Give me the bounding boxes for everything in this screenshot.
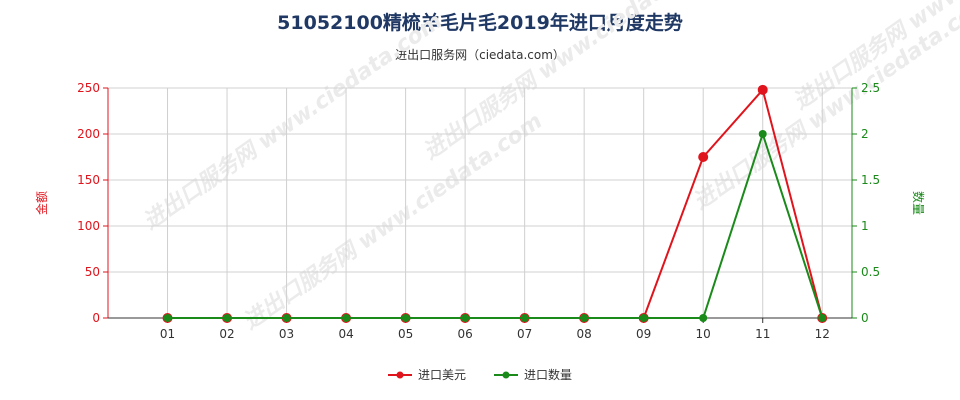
right-tick-label: 0 <box>861 311 869 325</box>
data-point-quantity <box>639 314 648 322</box>
right-tick-label: 1.5 <box>861 173 880 187</box>
chart-subtitle: 进出口服务网（ciedata.com） <box>395 48 565 62</box>
watermark-text: 进出口服务网 www.ciedata.com <box>789 0 960 115</box>
watermark-text: 进出口服务网 www.ciedata.com <box>239 109 547 335</box>
data-point-quantity <box>580 314 589 322</box>
x-tick-label: 07 <box>517 327 532 341</box>
legend-item-quantity[interactable]: 进口数量 <box>494 366 572 383</box>
x-tick-label: 05 <box>398 327 413 341</box>
left-tick-label: 50 <box>85 265 100 279</box>
x-tick-label: 06 <box>457 327 472 341</box>
data-point-quantity <box>520 314 529 322</box>
legend-label-quantity: 进口数量 <box>524 368 573 382</box>
series-line-quantity <box>167 130 824 319</box>
data-point-quantity <box>818 314 827 322</box>
series-layer <box>162 84 828 323</box>
data-point-quantity <box>758 130 767 138</box>
x-tick-label: 08 <box>577 327 592 341</box>
data-point-quantity <box>401 314 410 322</box>
x-tick-label: 09 <box>636 327 651 341</box>
data-point-amount <box>757 84 768 95</box>
right-tick-label: 2.5 <box>861 81 880 95</box>
data-point-quantity <box>282 314 291 322</box>
legend-label-amount: 进口美元 <box>417 368 466 382</box>
series-line-amount <box>167 87 824 319</box>
legend-item-amount[interactable]: 进口美元 <box>387 366 466 383</box>
left-tick-label: 150 <box>77 173 100 187</box>
left-tick-label: 100 <box>77 219 100 233</box>
right-tick-label: 0.5 <box>861 265 880 279</box>
x-tick-label: 04 <box>338 327 353 341</box>
data-point-quantity <box>223 314 232 322</box>
right-tick-label: 2 <box>861 127 869 141</box>
data-point-quantity <box>342 314 351 322</box>
left-tick-label: 200 <box>77 127 100 141</box>
axes: 0 50 100 150 200 250 0 0.5 1 1.5 2 2.5 01 02 03 04 05 06 0… <box>34 81 926 341</box>
y-left-axis-title: 金额 <box>34 191 49 215</box>
left-tick-label: 0 <box>92 311 100 325</box>
legend: 进口美元 进口数量 <box>0 366 960 383</box>
x-tick-label: 11 <box>755 327 770 341</box>
data-point-quantity <box>163 314 172 322</box>
left-tick-label: 250 <box>77 81 100 95</box>
watermark-layer: 进出口服务网 www.ciedata.com 进出口服务网 www.ciedata… <box>139 0 960 335</box>
x-tick-label: 10 <box>696 327 711 341</box>
data-point-amount <box>698 152 709 162</box>
data-point-quantity <box>699 314 708 322</box>
x-tick-label: 03 <box>279 327 294 341</box>
legend-swatch-amount <box>387 371 412 378</box>
chart-title: 51052100精梳羊毛片毛2019年进口月度走势 <box>277 12 683 34</box>
x-tick-label: 12 <box>815 327 830 341</box>
y-right-axis-title: 数量 <box>911 191 926 215</box>
data-point-quantity <box>461 314 470 322</box>
legend-swatch-quantity <box>494 371 518 378</box>
x-tick-label: 01 <box>160 327 175 341</box>
x-tick-label: 02 <box>219 327 234 341</box>
right-tick-label: 1 <box>861 219 869 233</box>
